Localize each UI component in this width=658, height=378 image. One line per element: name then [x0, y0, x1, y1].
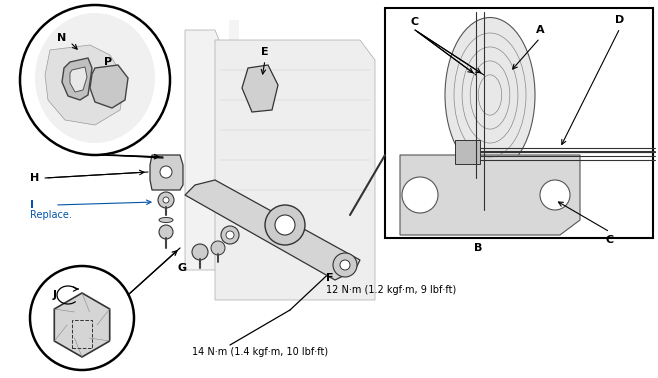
Ellipse shape: [35, 13, 155, 143]
Circle shape: [226, 231, 234, 239]
Polygon shape: [45, 45, 125, 125]
Circle shape: [160, 166, 172, 178]
Circle shape: [192, 244, 208, 260]
Polygon shape: [215, 40, 375, 300]
Text: H: H: [30, 173, 39, 183]
Polygon shape: [70, 67, 87, 92]
Text: N: N: [57, 33, 66, 43]
Text: I: I: [30, 200, 34, 210]
Text: 12 N·m (1.2 kgf·m, 9 lbf·ft): 12 N·m (1.2 kgf·m, 9 lbf·ft): [326, 285, 456, 295]
Circle shape: [540, 180, 570, 210]
Text: E: E: [261, 47, 269, 57]
Text: J: J: [53, 290, 57, 300]
Text: Replace.: Replace.: [30, 210, 72, 220]
Circle shape: [158, 192, 174, 208]
Text: A: A: [536, 25, 544, 35]
Polygon shape: [242, 65, 278, 112]
Polygon shape: [90, 65, 128, 108]
Circle shape: [340, 260, 350, 270]
Polygon shape: [400, 155, 580, 235]
Circle shape: [163, 197, 169, 203]
Circle shape: [275, 215, 295, 235]
Circle shape: [211, 241, 225, 255]
Circle shape: [159, 225, 173, 239]
Text: C: C: [606, 235, 614, 245]
Bar: [72, 320, 92, 348]
Text: F: F: [326, 273, 334, 283]
Text: C: C: [411, 17, 419, 27]
Polygon shape: [55, 293, 110, 357]
Text: G: G: [178, 263, 187, 273]
Circle shape: [402, 177, 438, 213]
Ellipse shape: [445, 17, 535, 172]
Polygon shape: [185, 30, 225, 270]
Polygon shape: [150, 155, 183, 190]
Circle shape: [30, 266, 134, 370]
Polygon shape: [185, 180, 360, 280]
Polygon shape: [62, 58, 92, 100]
Circle shape: [265, 205, 305, 245]
Bar: [385, 8, 653, 238]
Ellipse shape: [159, 217, 173, 223]
Text: D: D: [615, 15, 624, 25]
Circle shape: [333, 253, 357, 277]
Bar: [455, 140, 480, 164]
Text: B: B: [474, 243, 482, 253]
Text: 14 N·m (1.4 kgf·m, 10 lbf·ft): 14 N·m (1.4 kgf·m, 10 lbf·ft): [192, 347, 328, 357]
Circle shape: [20, 5, 170, 155]
Text: P: P: [104, 57, 112, 67]
Circle shape: [221, 226, 239, 244]
